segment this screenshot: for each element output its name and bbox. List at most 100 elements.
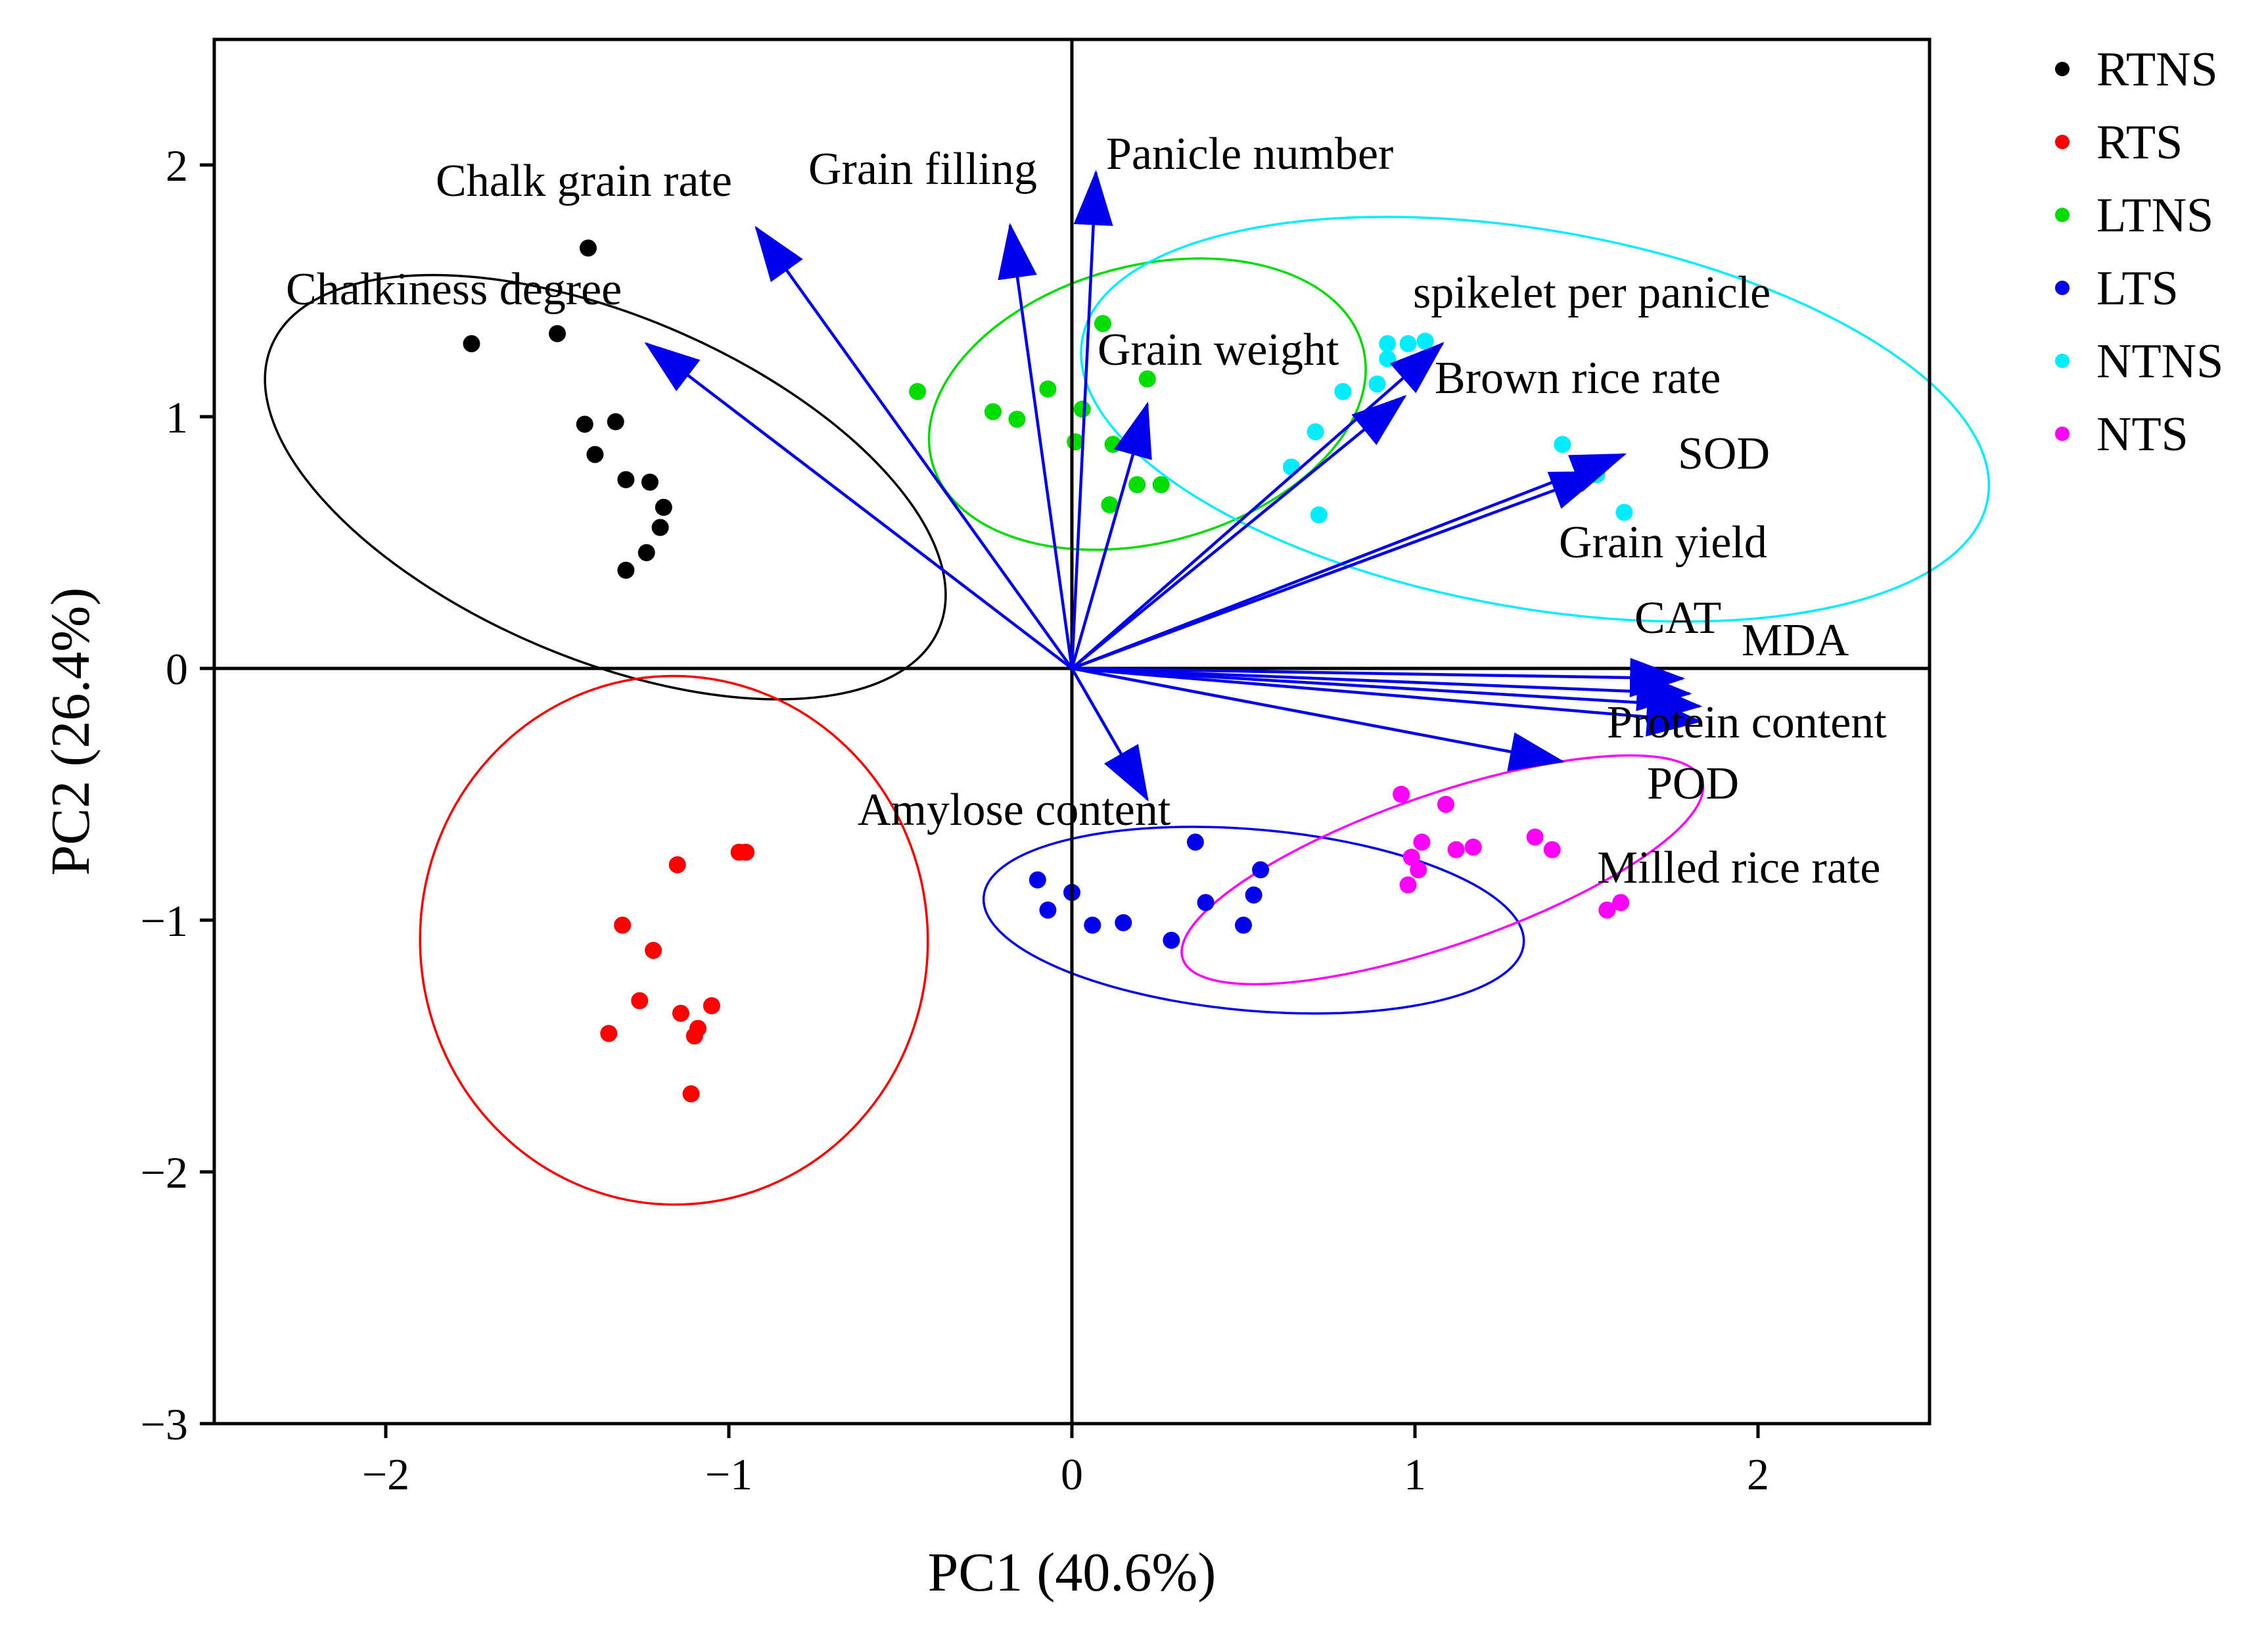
point-ntns: [1416, 333, 1434, 350]
legend-label-rts: RTS: [2096, 116, 2183, 170]
ellipse-lts: [982, 826, 1525, 1015]
y-tick-label: −2: [141, 1148, 188, 1198]
point-lts: [1115, 914, 1132, 931]
label-mda: MDA: [1742, 615, 1849, 666]
point-rts: [668, 856, 686, 873]
x-axis-title: PC1 (40.6%): [928, 1542, 1216, 1603]
legend-label-ntns: NTNS: [2096, 335, 2223, 388]
point-rtns: [617, 471, 635, 488]
label-spikelet-per-panicle: spikelet per panicle: [1413, 268, 1770, 318]
y-tick-label: 0: [166, 644, 188, 694]
point-nts: [1612, 894, 1630, 912]
label-panicle-number: Panicle number: [1106, 129, 1393, 179]
point-nts: [1393, 785, 1410, 803]
point-nts: [1402, 849, 1420, 866]
label-cat: CAT: [1634, 593, 1721, 643]
point-ltns: [1138, 370, 1156, 388]
x-tick-label: −2: [362, 1449, 409, 1499]
loading-arrow-protein-content: [1071, 666, 1703, 723]
point-rts: [614, 916, 632, 934]
point-nts: [1399, 876, 1417, 894]
point-rts: [645, 941, 662, 959]
point-rtns: [641, 473, 659, 491]
point-ntns: [1368, 375, 1386, 393]
loading-arrow-cat: [1071, 658, 1686, 697]
point-ntns: [1379, 350, 1397, 367]
x-tick-label: 2: [1747, 1449, 1769, 1499]
loading-arrow-spikelet-per-panicle: [1071, 342, 1445, 670]
y-tick-label: −1: [141, 896, 188, 946]
label-brown-rice-rate: Brown rice rate: [1435, 353, 1721, 404]
point-nts: [1543, 841, 1561, 858]
point-nts: [1598, 901, 1616, 919]
point-ltns: [1094, 315, 1111, 333]
legend-marker-ntns: [2055, 354, 2070, 368]
point-rtns: [637, 544, 655, 561]
point-rts: [682, 1085, 700, 1103]
ellipse-nts: [1180, 754, 1705, 986]
loading-arrow-chalkiness-degree: [644, 342, 1073, 670]
point-rtns: [579, 239, 597, 257]
label-milled-rice-rate: Milled rice rate: [1597, 843, 1880, 893]
point-ntns: [1283, 458, 1301, 476]
label-chalk-grain-rate: Chalk grain rate: [436, 156, 732, 206]
point-rtns: [576, 415, 593, 433]
ellipse-ntns: [1080, 216, 1991, 623]
point-lts: [1252, 861, 1270, 879]
point-nts: [1413, 833, 1431, 851]
point-rts: [600, 1025, 618, 1042]
point-lts: [1186, 833, 1204, 851]
ellipse-rts: [419, 674, 929, 1206]
point-lts: [1235, 916, 1252, 934]
point-rts: [737, 843, 755, 861]
point-ltns: [1128, 476, 1146, 494]
y-tick-label: −3: [141, 1399, 188, 1449]
legend-marker-rts: [2055, 135, 2070, 149]
legend-label-rtns: RTNS: [2096, 43, 2218, 97]
loading-arrow-panicle-number: [1070, 170, 1113, 669]
point-ltns: [984, 403, 1002, 421]
point-ltns: [909, 383, 927, 400]
point-rts: [672, 1004, 689, 1022]
point-rts: [703, 997, 720, 1015]
loading-arrow-grain-yield: [1071, 471, 1606, 670]
loading-arrow-chalk-grain-rate: [754, 225, 1073, 670]
y-tick-label: 2: [166, 141, 188, 191]
point-ntns: [1307, 423, 1324, 440]
loading-arrow-pod: [1071, 666, 1703, 737]
legend-marker-nts: [2055, 427, 2070, 441]
loading-arrow-mda: [1071, 666, 1692, 712]
loading-arrow-milled-rice-rate: [1071, 666, 1565, 772]
point-lts: [1039, 901, 1057, 919]
label-grain-weight: Grain weight: [1098, 325, 1339, 375]
loading-labels: Chalk grain rate Chalkiness degree Grain…: [286, 129, 1887, 893]
point-rtns: [617, 561, 635, 579]
point-rtns: [655, 498, 672, 516]
point-ltns: [1152, 476, 1170, 494]
point-ntns: [1334, 383, 1352, 400]
loading-arrows: [644, 170, 1703, 802]
label-grain-filling: Grain filling: [808, 144, 1037, 195]
x-tick-label: 0: [1061, 1449, 1083, 1499]
point-lts: [1084, 916, 1101, 934]
loading-arrow-amylose-content: [1071, 667, 1149, 802]
legend-label-nts: NTS: [2096, 408, 2188, 461]
point-lts: [1197, 894, 1215, 912]
point-ltns: [1008, 410, 1026, 428]
point-rtns: [549, 325, 566, 342]
legend-marker-ltns: [2055, 208, 2070, 222]
point-ntns: [1615, 503, 1633, 521]
x-tick-label: −1: [705, 1449, 752, 1499]
point-rts: [685, 1027, 703, 1045]
legend-label-ltns: LTNS: [2096, 189, 2213, 243]
loading-arrow-grain-weight: [1070, 402, 1152, 669]
point-rtns: [607, 413, 624, 431]
ellipse-ltns: [927, 257, 1367, 551]
point-ntns: [1379, 335, 1397, 352]
point-ltns: [1073, 400, 1091, 418]
point-ltns: [1104, 436, 1122, 454]
point-rtns: [651, 519, 669, 536]
label-amylose-content: Amylose content: [858, 785, 1171, 835]
label-pod: POD: [1647, 758, 1739, 809]
loading-arrow-grain-filling: [998, 222, 1074, 669]
